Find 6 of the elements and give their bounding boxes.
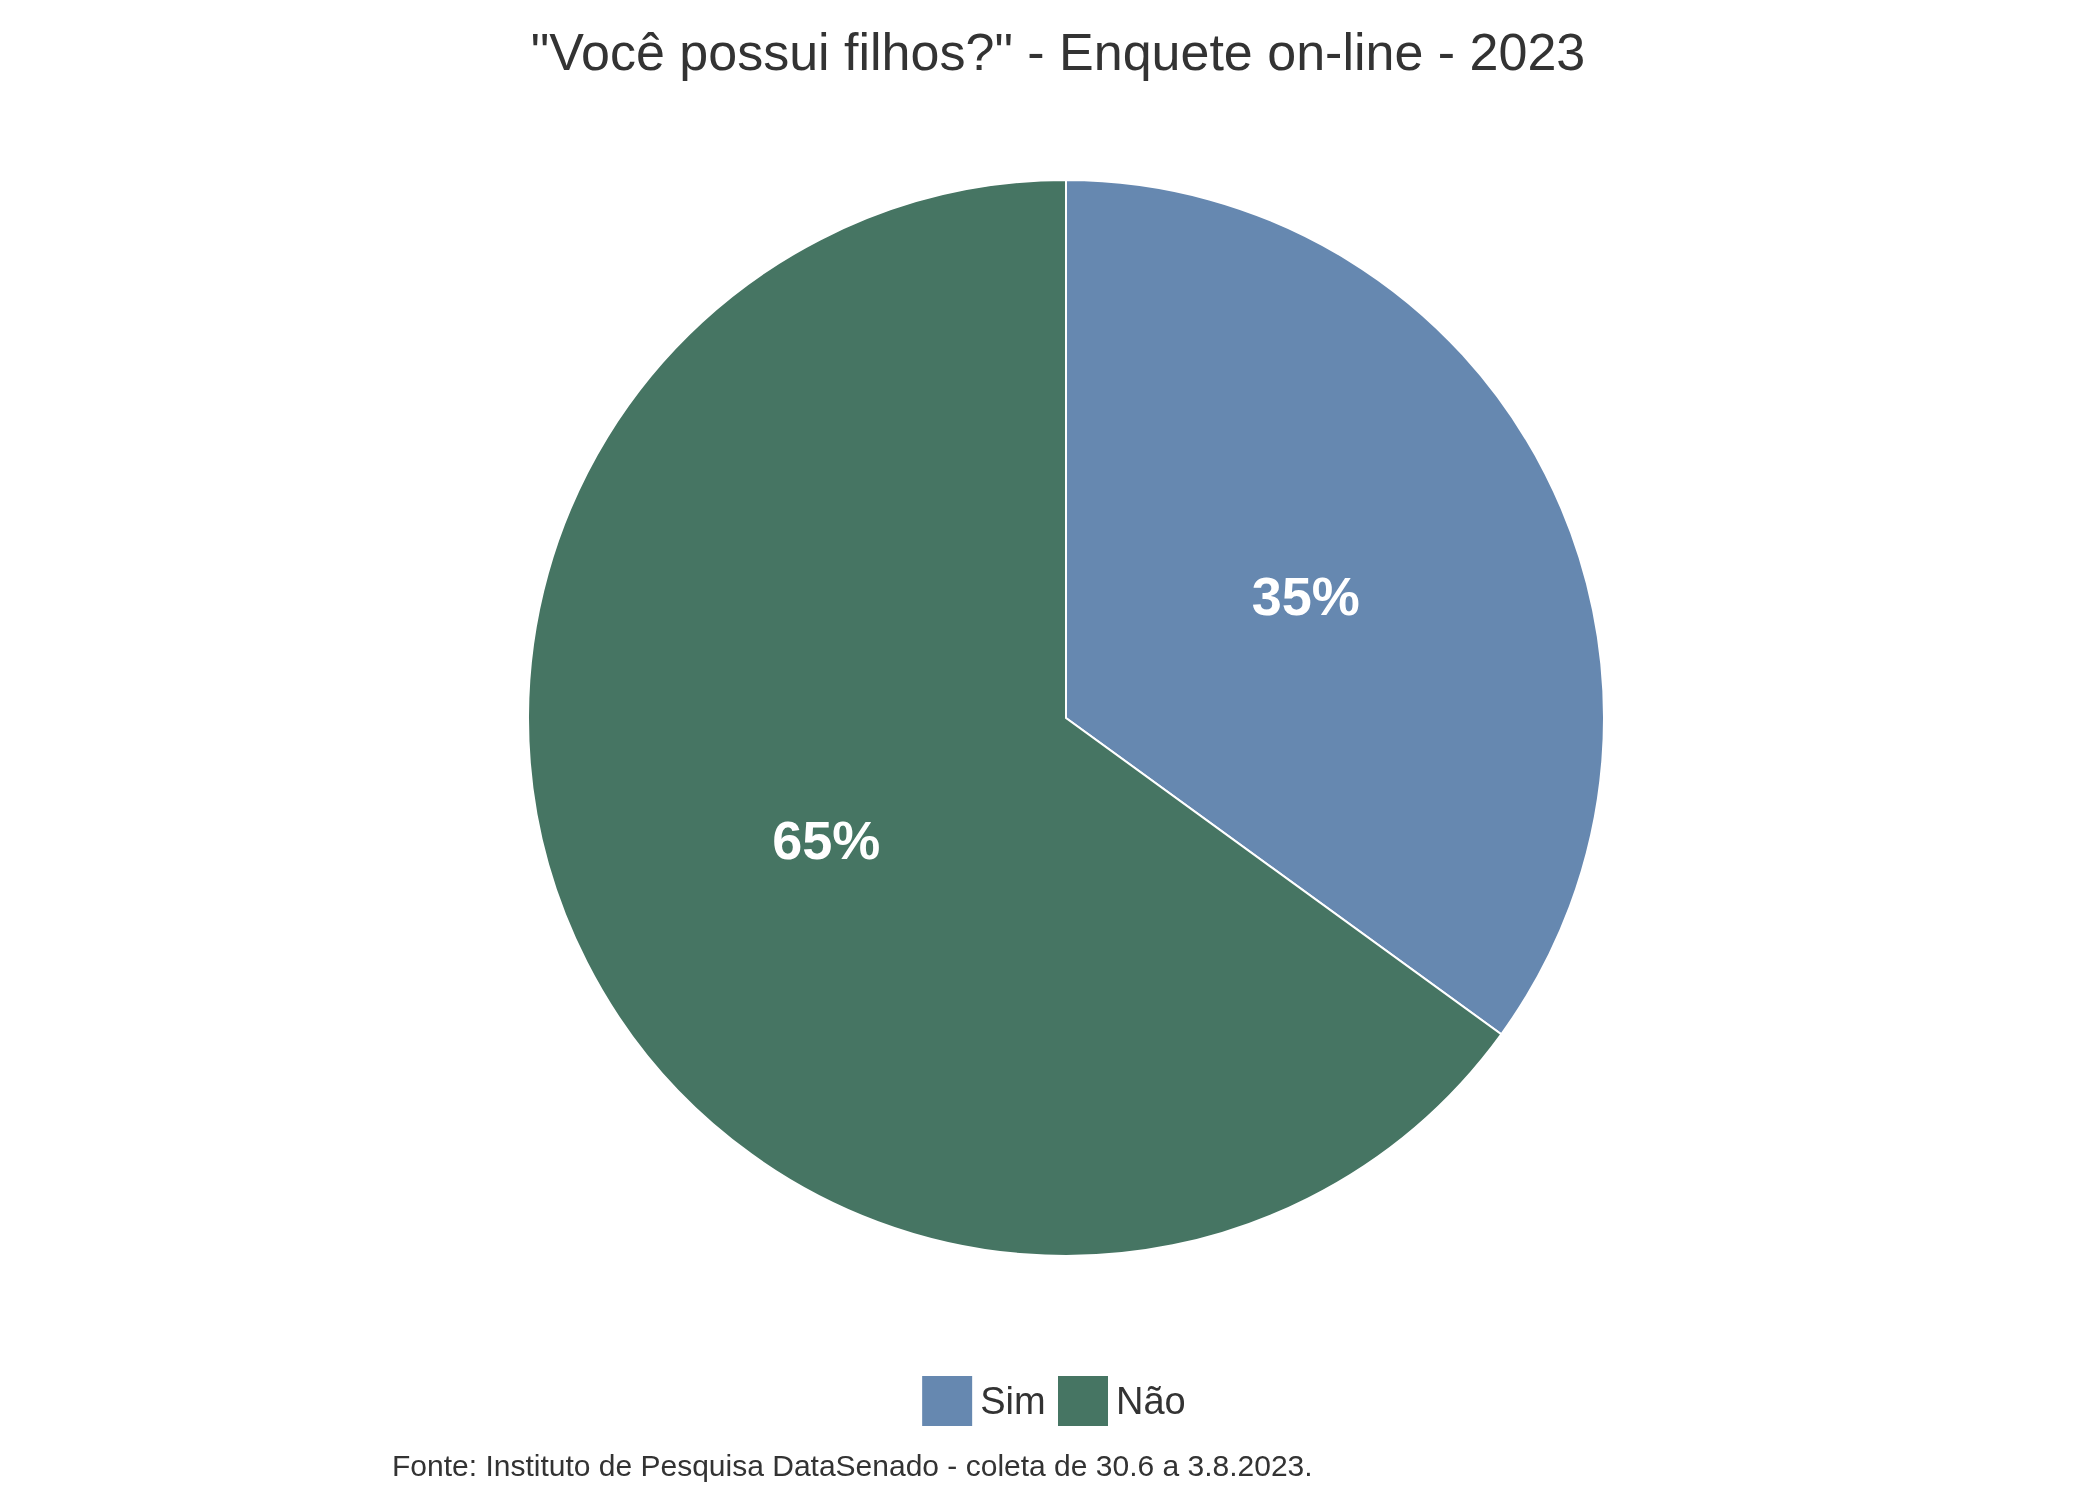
- data-label: 35%: [1251, 565, 1360, 626]
- chart-title: "Você possui filhos?" - Enquete on-line - 2023: [530, 23, 1586, 81]
- legend-label: Não: [1116, 1380, 1186, 1422]
- source-note: Fonte: Instituto de Pesquisa DataSenado - coleta de 30.6 a 3.8.2023.: [392, 1449, 1313, 1482]
- data-label: 65%: [772, 810, 881, 871]
- legend-label: Sim: [980, 1380, 1046, 1422]
